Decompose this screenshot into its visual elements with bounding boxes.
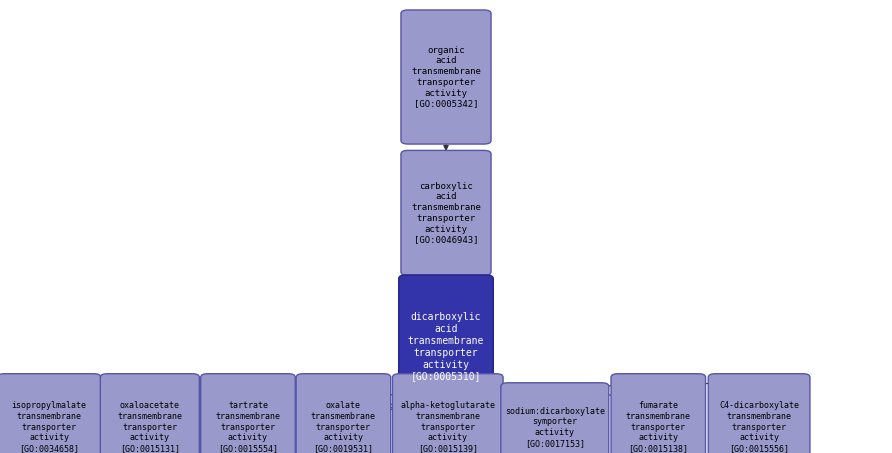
Text: fumarate
transmembrane
transporter
activity
[GO:0015138]: fumarate transmembrane transporter activ… (626, 401, 690, 453)
FancyBboxPatch shape (708, 374, 810, 453)
Text: isopropylmalate
transmembrane
transporter
activity
[GO:0034658]: isopropylmalate transmembrane transporte… (12, 401, 87, 453)
FancyBboxPatch shape (399, 275, 493, 418)
FancyBboxPatch shape (401, 10, 491, 144)
Text: sodium:dicarboxylate
symporter
activity
[GO:0017153]: sodium:dicarboxylate symporter activity … (505, 406, 605, 448)
Text: oxaloacetate
transmembrane
transporter
activity
[GO:0015131]: oxaloacetate transmembrane transporter a… (118, 401, 182, 453)
FancyBboxPatch shape (0, 374, 101, 453)
Text: alpha-ketoglutarate
transmembrane
transporter
activity
[GO:0015139]: alpha-ketoglutarate transmembrane transp… (401, 401, 495, 453)
FancyBboxPatch shape (296, 374, 391, 453)
FancyBboxPatch shape (501, 383, 608, 453)
Text: tartrate
transmembrane
transporter
activity
[GO:0015554]: tartrate transmembrane transporter activ… (216, 401, 280, 453)
FancyBboxPatch shape (401, 150, 491, 275)
Text: oxalate
transmembrane
transporter
activity
[GO:0019531]: oxalate transmembrane transporter activi… (311, 401, 376, 453)
FancyBboxPatch shape (100, 374, 200, 453)
Text: organic
acid
transmembrane
transporter
activity
[GO:0005342]: organic acid transmembrane transporter a… (411, 46, 481, 108)
Text: dicarboxylic
acid
transmembrane
transporter
activity
[GO:0005310]: dicarboxylic acid transmembrane transpor… (408, 312, 484, 381)
Text: C4-dicarboxylate
transmembrane
transporter
activity
[GO:0015556]: C4-dicarboxylate transmembrane transport… (719, 401, 799, 453)
Text: carboxylic
acid
transmembrane
transporter
activity
[GO:0046943]: carboxylic acid transmembrane transporte… (411, 182, 481, 244)
FancyBboxPatch shape (611, 374, 706, 453)
FancyBboxPatch shape (392, 374, 503, 453)
FancyBboxPatch shape (201, 374, 295, 453)
